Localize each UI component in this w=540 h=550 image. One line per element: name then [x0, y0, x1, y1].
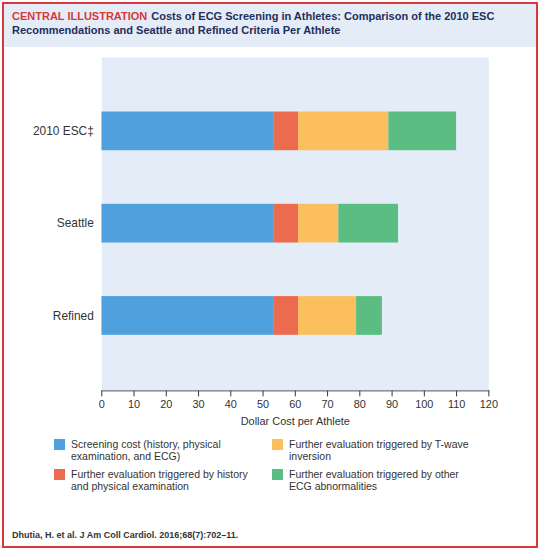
svg-text:120: 120 [480, 398, 498, 410]
html-text:Further evaluation triggered b: Further evaluation triggered by other EC… [289, 468, 459, 493]
svg-text:100: 100 [415, 398, 433, 410]
svg-text:Seattle: Seattle [57, 216, 94, 230]
svg-text:0: 0 [99, 398, 105, 410]
svg-text:50: 50 [257, 398, 269, 410]
html-text:Dhutia, H. et al. J Am Coll Ca: Dhutia, H. et al. J Am Coll Cardiol. 201… [12, 530, 239, 540]
svg-text:80: 80 [354, 398, 366, 410]
html-text:Further evaluation triggered b: Further evaluation triggered by history … [71, 468, 248, 493]
svg-text:20: 20 [160, 398, 172, 410]
svg-text:60: 60 [289, 398, 301, 410]
svg-text:40: 40 [225, 398, 237, 410]
html-text:CENTRAL ILLUSTRATION Costs of: CENTRAL ILLUSTRATION Costs of ECG Screen… [12, 10, 495, 36]
svg-text:2010 ESC‡: 2010 ESC‡ [33, 124, 94, 138]
svg-text:70: 70 [321, 398, 333, 410]
svg-text:10: 10 [128, 398, 140, 410]
html-text:Screening cost (history, physi: Screening cost (history, physical examin… [71, 438, 221, 463]
html-text:Further evaluation triggered b: Further evaluation triggered by T-wave i… [289, 438, 469, 463]
svg-text:110: 110 [448, 398, 465, 410]
svg-text:30: 30 [192, 398, 204, 410]
svg-text:Dollar Cost per Athlete: Dollar Cost per Athlete [241, 415, 350, 427]
svg-text:90: 90 [386, 398, 398, 410]
svg-text:Refined: Refined [53, 309, 94, 323]
